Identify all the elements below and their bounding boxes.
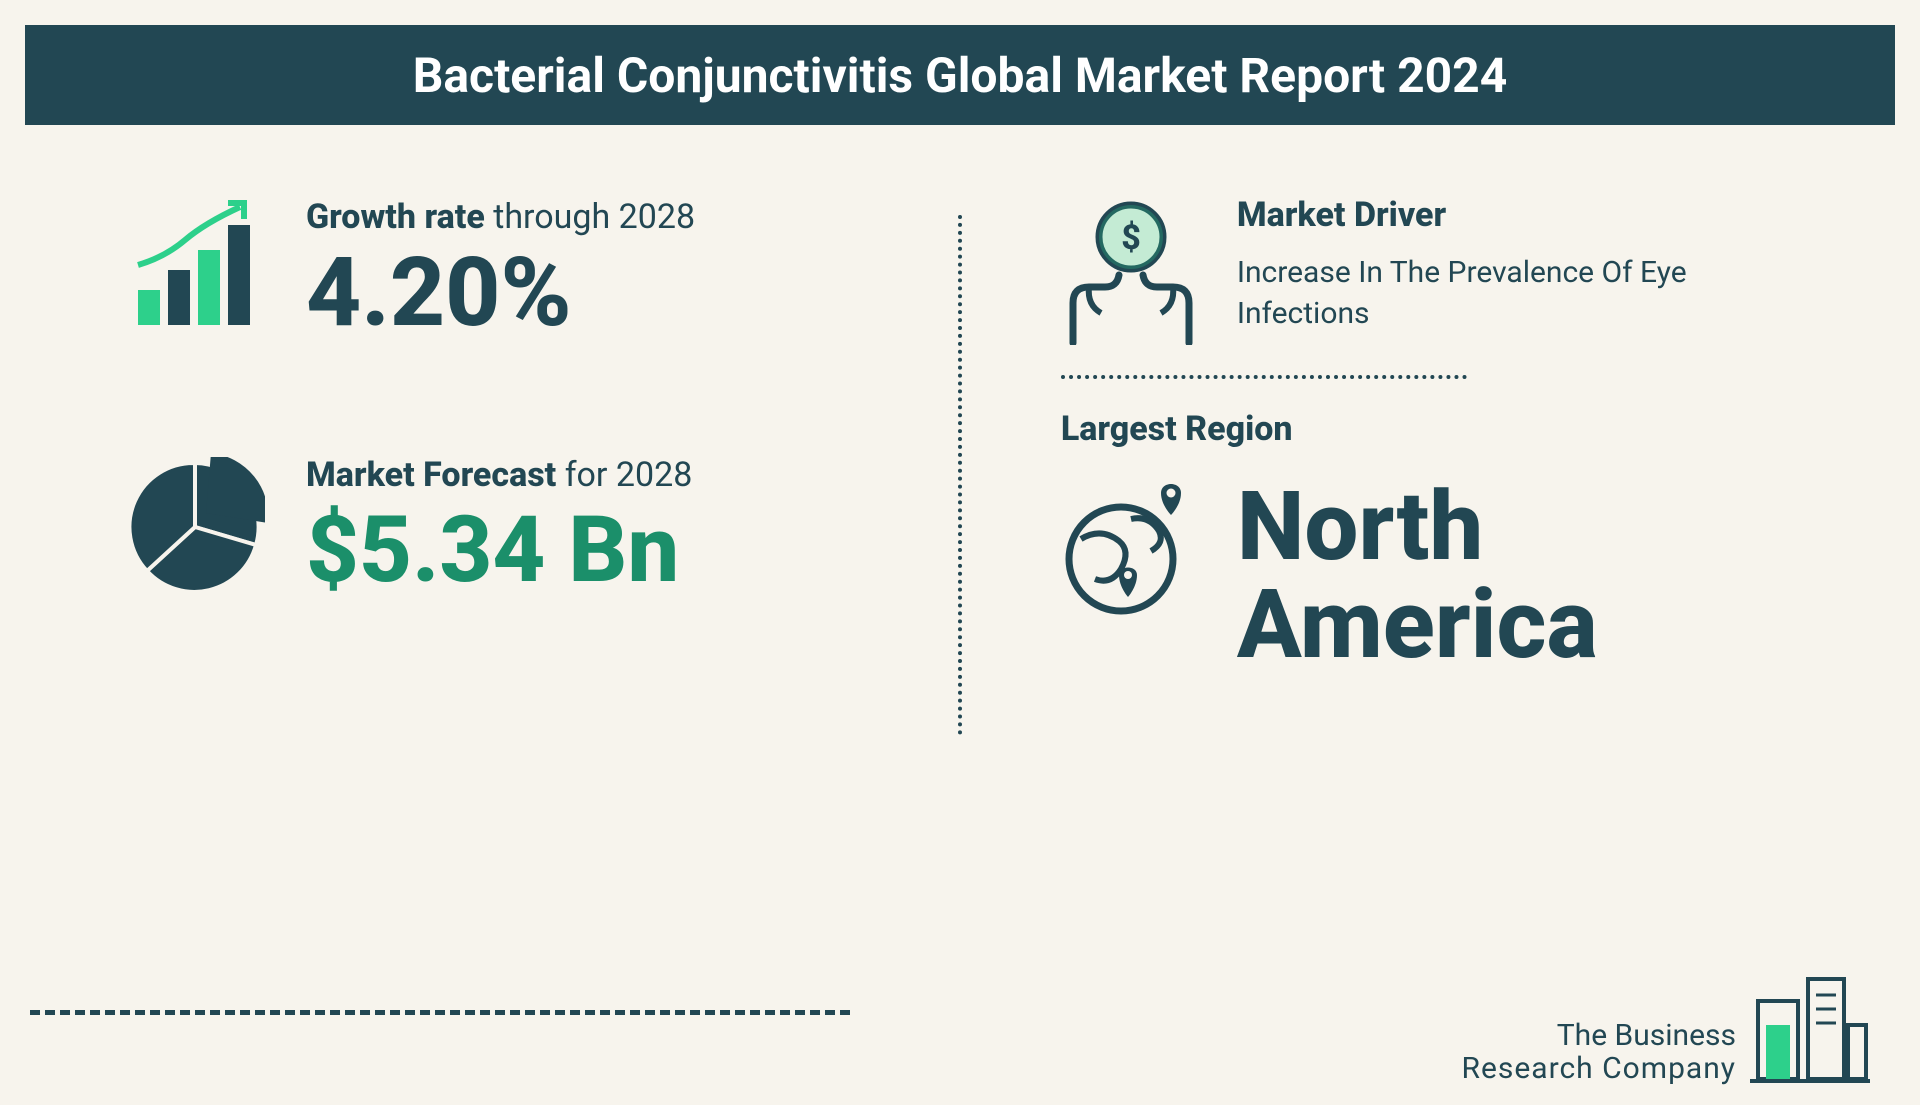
logo-text: The Business Research Company — [1461, 1019, 1736, 1085]
region-title: Largest Region — [1061, 409, 1800, 449]
growth-text-group: Growth rate through 2028 4.20% — [306, 197, 695, 343]
driver-body: Increase In The Prevalence Of Eye Infect… — [1237, 253, 1800, 334]
region-title-block: Largest Region — [1061, 409, 1800, 449]
growth-rate-block: Growth rate through 2028 4.20% — [120, 195, 893, 345]
market-driver-block: $ Market Driver Increase In The Prevalen… — [1061, 195, 1800, 345]
forecast-text-group: Market Forecast for 2028 $5.34 Bn — [306, 455, 692, 600]
title-banner: Bacterial Conjunctivitis Global Market R… — [25, 25, 1895, 125]
region-value-line2: America — [1237, 577, 1598, 675]
company-logo: The Business Research Company — [1461, 965, 1870, 1085]
forecast-label-bold: Market Forecast — [306, 455, 556, 495]
horizontal-separator — [1061, 375, 1468, 379]
growth-label-bold: Growth rate — [306, 197, 485, 237]
main-content: Growth rate through 2028 4.20% Market Fo… — [120, 175, 1800, 875]
hands-coin-icon: $ — [1061, 195, 1201, 345]
logo-line1: The Business — [1461, 1019, 1736, 1052]
growth-chart-icon — [120, 195, 270, 345]
forecast-value: $5.34 Bn — [306, 503, 692, 600]
growth-label: Growth rate through 2028 — [306, 197, 695, 237]
right-column: $ Market Driver Increase In The Prevalen… — [1061, 175, 1800, 675]
growth-value: 4.20% — [306, 245, 695, 343]
globe-pin-icon — [1061, 479, 1201, 619]
growth-label-thin: through 2028 — [485, 197, 695, 237]
logo-line2: Research Company — [1461, 1052, 1736, 1085]
region-text-group: North America — [1237, 479, 1598, 675]
svg-text:$: $ — [1121, 218, 1141, 258]
vertical-separator — [958, 215, 962, 735]
left-column: Growth rate through 2028 4.20% Market Fo… — [120, 175, 893, 600]
logo-buildings-icon — [1750, 965, 1870, 1085]
region-block: North America — [1061, 479, 1800, 675]
driver-text-group: Market Driver Increase In The Prevalence… — [1237, 195, 1800, 334]
forecast-label: Market Forecast for 2028 — [306, 455, 692, 495]
report-title: Bacterial Conjunctivitis Global Market R… — [413, 47, 1508, 104]
forecast-block: Market Forecast for 2028 $5.34 Bn — [120, 455, 893, 600]
forecast-label-thin: for 2028 — [556, 455, 692, 495]
bottom-dashed-line — [30, 1010, 850, 1015]
pie-chart-icon — [120, 457, 270, 597]
driver-title: Market Driver — [1237, 195, 1800, 235]
region-value-line1: North — [1237, 479, 1598, 577]
